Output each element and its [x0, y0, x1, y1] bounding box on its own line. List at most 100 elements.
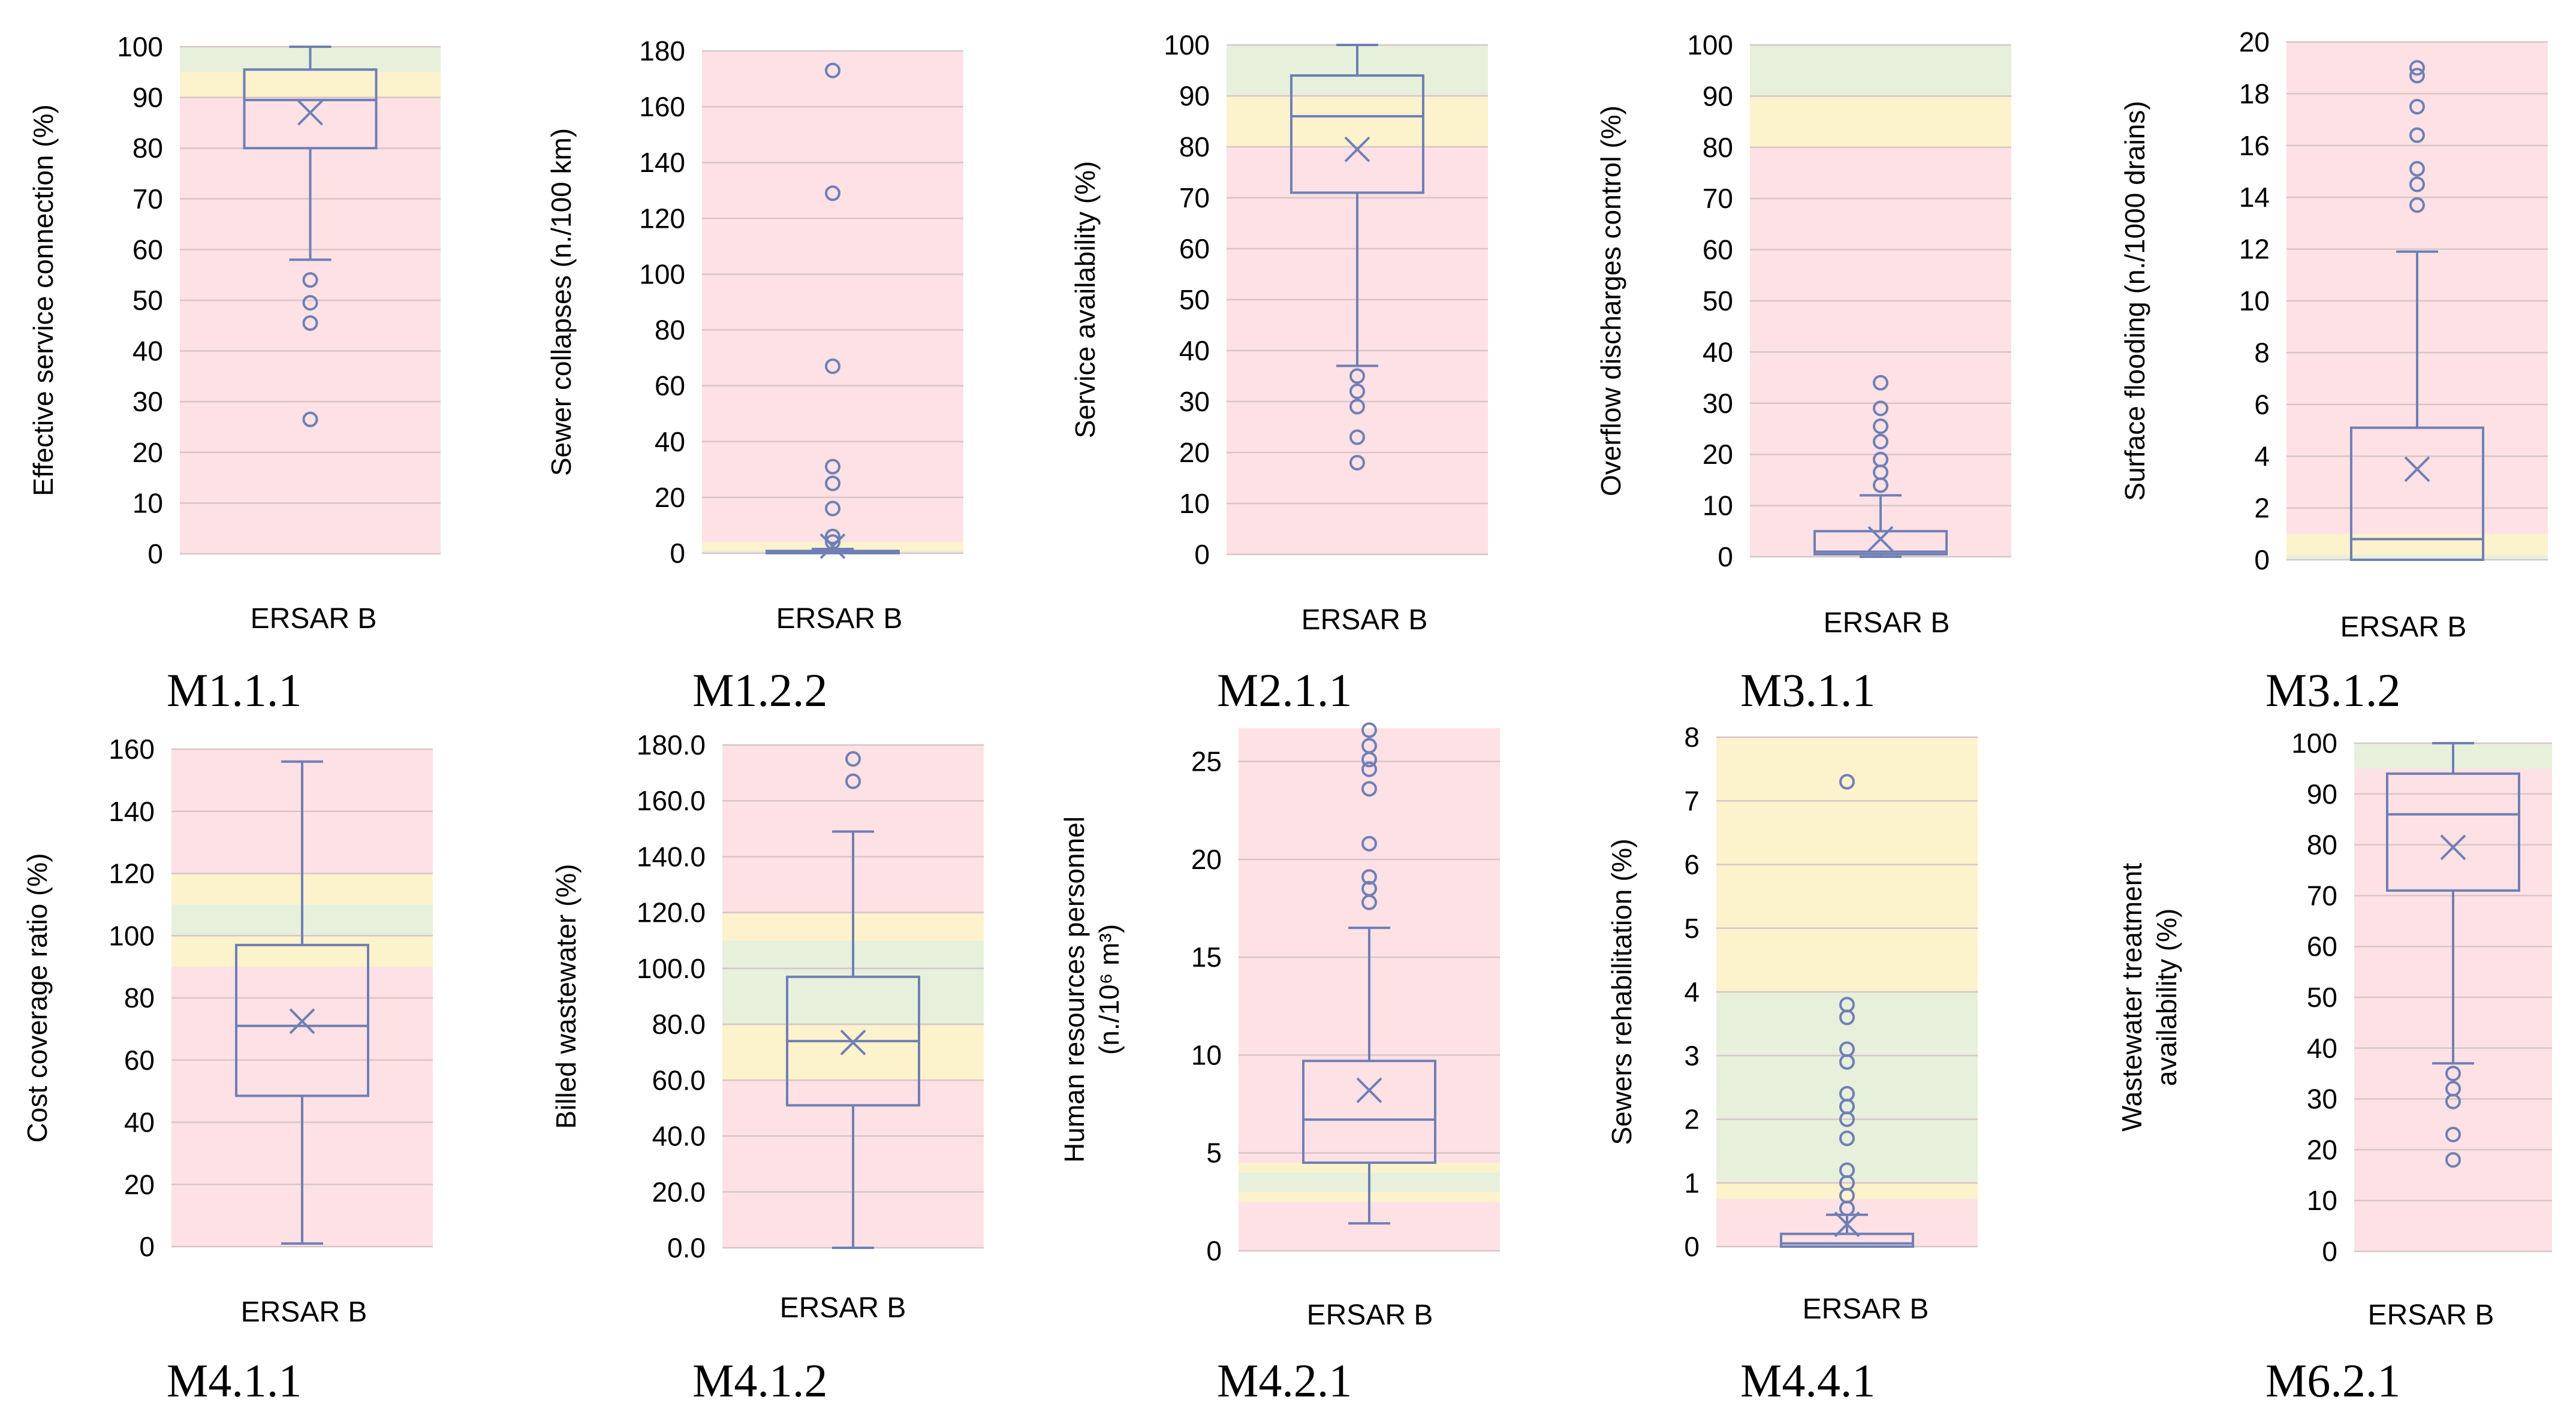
- outlier-point: [1349, 368, 1365, 384]
- y-tick-label: 50: [2307, 982, 2337, 1013]
- y-tick-label: 10: [2307, 1185, 2337, 1216]
- y-tick-label: 80: [655, 315, 685, 346]
- y-tick-label: 0.0: [667, 1232, 706, 1263]
- x-category-label: ERSAR B: [251, 603, 377, 635]
- x-category-label: ERSAR B: [1307, 1299, 1433, 1331]
- outlier-point: [2409, 161, 2425, 177]
- y-tick-label: 20: [124, 1169, 155, 1200]
- y-tick-label: 60: [655, 370, 685, 402]
- outlier-point: [825, 358, 840, 375]
- y-tick-label: 120: [109, 858, 155, 889]
- y-tick-label: 20: [1179, 437, 1210, 468]
- y-tick-label: 8: [2254, 337, 2270, 368]
- outlier-point: [1839, 1111, 1855, 1127]
- y-axis-label: Wastewater treatment: [2116, 863, 2147, 1132]
- box-chart-M4-2-1: 0 5 10 15 20 25 ERSAR B Human resources personn…: [1059, 722, 1500, 1407]
- box-chart-M6-2-1: 0 10 20 30 40 50 60 70 80 90 100 ERSAR B Wastewater …: [2116, 728, 2552, 1407]
- y-tick-label: 180: [639, 35, 685, 67]
- mean-marker: [289, 1008, 315, 1034]
- box-chart-M3-1-2: 0 2 4 6 8 10 12 14 16 18 20 ERSAR B Surface flooding…: [2119, 26, 2548, 716]
- box-chart-M1-1-1: 0 10 20 30 40 50 60 70 80 90 100 ERSAR B Effective s…: [28, 31, 441, 716]
- outlier-point: [1839, 1009, 1855, 1025]
- y-tick-label: 18: [2239, 78, 2270, 109]
- iqr-box: [243, 68, 378, 150]
- y-tick-label: 20: [2307, 1134, 2337, 1165]
- outlier-point: [1349, 455, 1365, 470]
- panel-code: M4.1.1: [167, 1354, 302, 1407]
- y-tick-label: 2: [2254, 493, 2270, 524]
- y-tick-label: 4: [1684, 976, 1700, 1007]
- outlier-point: [302, 411, 318, 427]
- y-tick-label: 30: [1703, 388, 1733, 419]
- outlier-point: [302, 295, 318, 311]
- y-axis-label: Cost coverage ratio (%): [22, 853, 53, 1142]
- y-tick-label: 10: [1191, 1039, 1222, 1070]
- y-tick-label: 60: [2307, 931, 2337, 962]
- y-tick-label: 100: [639, 258, 685, 289]
- y-tick-label: 60.0: [652, 1064, 706, 1096]
- outlier-point: [1873, 400, 1888, 417]
- y-tick-label: 0: [1206, 1235, 1222, 1266]
- y-tick-label: 20: [1703, 439, 1733, 470]
- outlier-point: [302, 272, 318, 288]
- y-tick-label: 50: [1703, 285, 1733, 316]
- y-tick-label: 1: [1684, 1167, 1700, 1199]
- band-good: [2286, 554, 2548, 560]
- outlier-point: [2409, 176, 2425, 192]
- outlier-point: [1839, 774, 1855, 790]
- band-good: [1750, 45, 2011, 96]
- y-tick-label: 12: [2239, 234, 2270, 265]
- outlier-point: [2409, 99, 2425, 114]
- outlier-point: [2445, 1152, 2461, 1168]
- outlier-point: [1873, 477, 1888, 493]
- outlier-point: [825, 475, 840, 491]
- y-tick-label: 0: [1194, 539, 1210, 570]
- y-tick-label: 0: [139, 1231, 155, 1262]
- y-axis-label: Overflow discharges control (%): [1595, 105, 1626, 496]
- outlier-point: [825, 62, 840, 79]
- panel-code: M1.1.1: [167, 664, 302, 716]
- y-tick-label: 80: [132, 132, 163, 164]
- mean-marker: [2440, 834, 2466, 861]
- y-tick-label: 14: [2239, 182, 2270, 213]
- y-tick-label: 0: [1684, 1231, 1700, 1262]
- y-tick-label: 60: [124, 1045, 155, 1076]
- panel-code: M6.2.1: [2265, 1354, 2400, 1407]
- outlier-point: [1349, 399, 1365, 415]
- y-tick-label: 3: [1684, 1040, 1700, 1071]
- iqr-box: [1290, 74, 1424, 194]
- panel-code: M4.4.1: [1740, 1354, 1875, 1407]
- outlier-point: [1873, 433, 1888, 449]
- y-tick-label: 70: [1179, 182, 1210, 213]
- box-chart-M1-2-2: 0 20 40 60 80 100 120 140 160 180 ERSAR B Sewer col…: [546, 35, 963, 716]
- y-tick-label: 0: [670, 538, 685, 569]
- mean-marker: [1834, 1211, 1860, 1238]
- y-tick-label: 0: [2322, 1236, 2337, 1267]
- outlier-point: [1839, 1054, 1855, 1070]
- y-tick-label: 50: [1179, 284, 1210, 315]
- outlier-point: [2409, 60, 2425, 76]
- box-chart-M3-1-1: 0 10 20 30 40 50 60 70 80 90 100 ERSAR B Overflow di…: [1595, 29, 2011, 716]
- y-tick-label: 80: [124, 982, 155, 1013]
- y-tick-label: 20: [132, 437, 163, 468]
- outlier-point: [1349, 384, 1365, 399]
- panel-code: M4.2.1: [1217, 1354, 1352, 1407]
- y-axis-label: availability (%): [2151, 909, 2182, 1087]
- y-tick-label: 6: [1684, 849, 1700, 880]
- y-tick-label: 40: [1179, 335, 1210, 366]
- x-category-label: ERSAR B: [1824, 607, 1950, 639]
- panel-code: M2.1.1: [1217, 664, 1352, 716]
- y-tick-label: 100: [109, 920, 155, 951]
- y-tick-label: 25: [1191, 746, 1222, 777]
- band-medium: [1716, 1182, 1978, 1199]
- iqr-box: [1302, 1060, 1436, 1164]
- y-tick-label: 10: [1179, 488, 1210, 519]
- y-tick-label: 16: [2239, 130, 2270, 161]
- outlier-point: [845, 773, 861, 789]
- y-tick-label: 100: [117, 31, 163, 62]
- iqr-box: [1813, 530, 1948, 556]
- y-tick-label: 60: [1179, 233, 1210, 264]
- outlier-point: [845, 751, 861, 767]
- outlier-point: [825, 529, 840, 545]
- y-tick-label: 120: [639, 203, 685, 234]
